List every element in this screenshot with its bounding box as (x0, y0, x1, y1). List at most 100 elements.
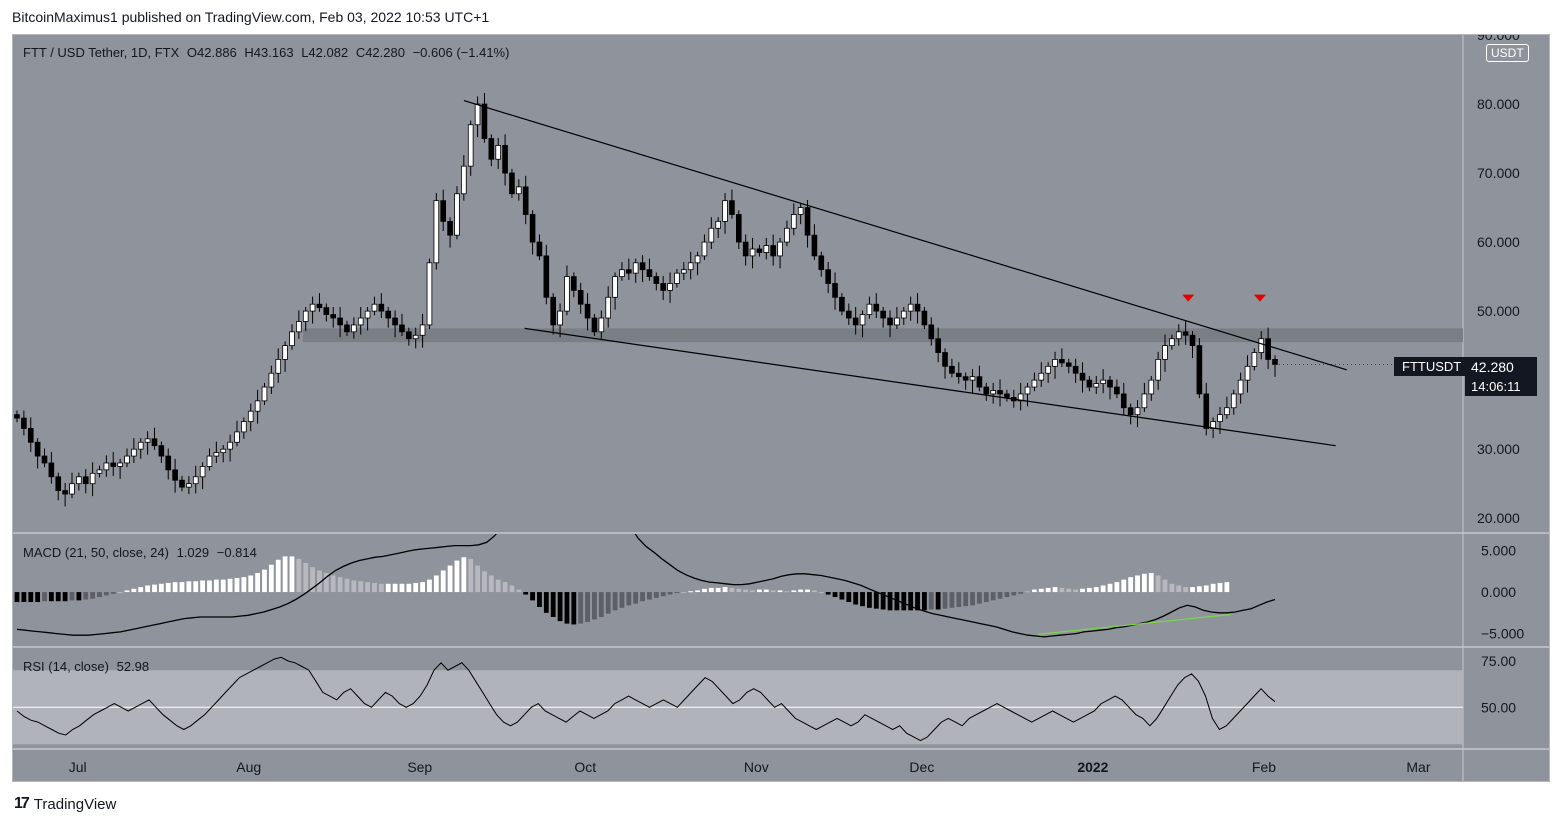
macd-histogram-bar (138, 587, 144, 593)
macd-histogram-bar (1093, 587, 1099, 593)
macd-histogram-bar (488, 575, 494, 593)
candle-down (151, 438, 158, 447)
macd-histogram-bar (1196, 586, 1202, 593)
macd-histogram-bar (873, 592, 879, 609)
macd-line (16, 534, 1276, 638)
legend-pair: FTT / USD Tether, 1D, FTX (23, 45, 180, 60)
macd-histogram-bar (1045, 587, 1051, 593)
candle-up (247, 410, 254, 422)
candle-up (1251, 352, 1258, 367)
macd-histogram-bar (667, 592, 673, 595)
macd-histogram-bar (928, 592, 934, 610)
macd-histogram-bar (784, 591, 790, 593)
candle-down (543, 255, 550, 298)
macd-histogram-bar (543, 592, 549, 613)
candle-down (825, 269, 831, 284)
footer-brand[interactable]: TradingView (33, 795, 117, 813)
macd-histogram-bar (509, 585, 515, 593)
macd-histogram-bar (317, 570, 322, 593)
time-axis-tick-label: Oct (574, 759, 596, 775)
macd-histogram-bar (942, 592, 948, 609)
macd-histogram-bar (901, 592, 907, 611)
macd-histogram-bar (523, 592, 529, 595)
candle-up (749, 248, 756, 257)
last-price-badge: 42.280 (1465, 357, 1537, 377)
chart-frame[interactable]: 90.000 80.000 70.000 60.000 50.000 30.000 20.0… (12, 34, 1550, 782)
candle-down (488, 138, 495, 160)
rsi-axis-tick-label: 75.00 (1481, 653, 1516, 669)
candle-up (357, 317, 364, 326)
candle-down (385, 310, 392, 319)
macd-histogram-bar (193, 581, 199, 593)
macd-axis-tick-label: 5.000 (1481, 543, 1516, 559)
candle-up (131, 448, 137, 457)
candle-up (681, 269, 687, 274)
candle-down (976, 376, 983, 388)
macd-histogram-bar (433, 575, 439, 593)
macd-histogram-bar (110, 592, 116, 594)
macd-histogram-bar (798, 589, 804, 593)
candle-up (516, 186, 522, 195)
macd-histogram-bar (825, 592, 831, 595)
macd-histogram-bar (158, 583, 164, 593)
macd-histogram-bar (1210, 583, 1216, 593)
macd-histogram-bar (468, 558, 474, 593)
candle-up (351, 324, 357, 333)
chart-canvas[interactable]: 90.000 80.000 70.000 60.000 50.000 30.000 20.0… (13, 35, 1550, 782)
candle-up (96, 469, 103, 474)
macd-histogram-bar (990, 592, 996, 601)
candle-up (632, 262, 639, 274)
candle-down (914, 303, 921, 312)
macd-histogram-bar (1135, 575, 1140, 593)
macd-histogram-bar (97, 592, 102, 598)
macd-histogram-bar (578, 592, 584, 624)
macd-histogram-bar (839, 592, 845, 600)
macd-histogram-bar (413, 582, 419, 593)
candle-up (722, 200, 728, 222)
candle-down (832, 283, 838, 298)
macd-histogram-bar (846, 592, 852, 603)
macd-histogram-bar (867, 592, 872, 608)
macd-histogram-bar (619, 592, 625, 608)
candle-up (282, 345, 288, 360)
legend-change: −0.606 (−1.41%) (412, 45, 510, 60)
candle-up (790, 214, 797, 229)
macd-histogram-bar (420, 582, 425, 593)
legend-high: H43.163 (244, 45, 294, 60)
price-axis-tick-label: 20.000 (1477, 510, 1520, 526)
macd-histogram-bar (708, 587, 714, 593)
currency-badge[interactable]: USDT (1486, 44, 1529, 62)
candle-down (165, 455, 172, 471)
macd-histogram-bar (248, 575, 254, 593)
candle-up (1052, 359, 1058, 367)
macd-value1: 1.029 (176, 545, 210, 560)
tradingview-logo-icon: 17 (14, 795, 30, 812)
candle-down (14, 414, 20, 419)
candle-up (186, 483, 192, 488)
candle-up (894, 317, 900, 326)
macd-histogram-bar (715, 587, 721, 593)
macd-histogram-bar (296, 558, 302, 593)
candle-up (433, 200, 440, 264)
candle-down (55, 476, 62, 491)
candle-up (89, 472, 96, 485)
candle-down (509, 172, 515, 195)
macd-axis-tick-label: 0.000 (1481, 584, 1516, 600)
macd-histogram-bar (592, 592, 597, 620)
candle-down (179, 479, 185, 488)
macd-histogram-bar (1121, 579, 1127, 593)
macd-histogram-bar (399, 583, 405, 593)
candle-up (241, 421, 247, 433)
candle-up (1100, 379, 1106, 384)
candle-up (619, 269, 625, 277)
candle-down (921, 310, 928, 326)
price-axis-tick-label: 70.000 (1477, 165, 1520, 181)
candle-up (1045, 365, 1051, 374)
macd-histogram-bar (310, 567, 316, 593)
macd-histogram-bar (633, 592, 639, 604)
candle-up (694, 255, 701, 264)
candle-up (117, 462, 123, 467)
macd-histogram-bar (440, 570, 446, 593)
candle-up (701, 241, 708, 257)
macd-histogram-bar (461, 557, 467, 593)
